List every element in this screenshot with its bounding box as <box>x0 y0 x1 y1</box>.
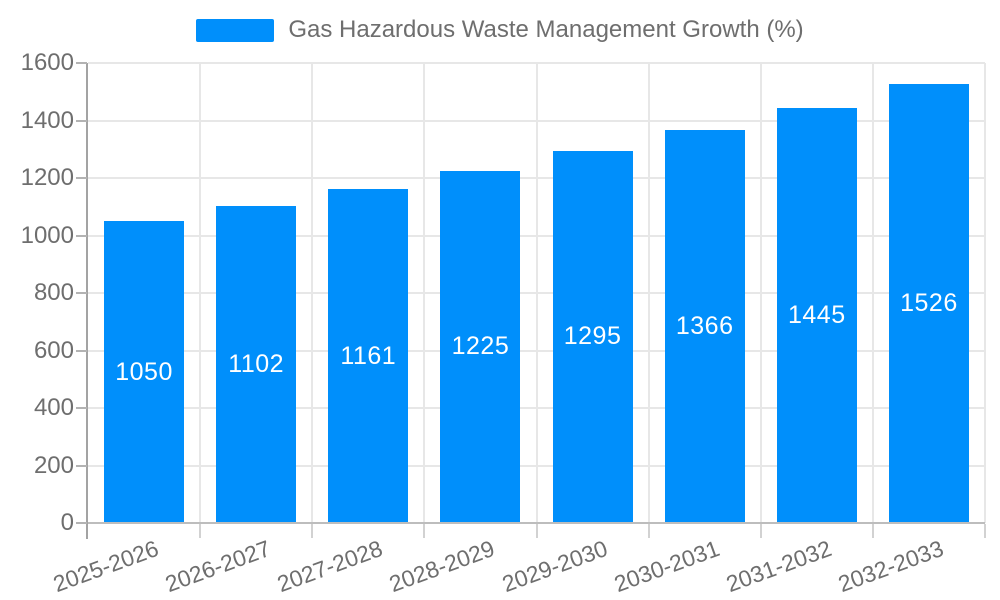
y-tick-label: 1400 <box>20 106 74 134</box>
bar-value-label: 1526 <box>900 289 958 318</box>
y-tick-label: 0 <box>60 509 74 536</box>
x-gridline <box>984 63 986 523</box>
y-axis-tick <box>76 234 87 237</box>
bar[interactable]: 1225 <box>440 170 521 523</box>
x-tick-label: 2032-2033 <box>834 535 947 598</box>
bar[interactable]: 1161 <box>328 189 409 523</box>
x-gridline <box>647 63 650 523</box>
bar-value-label: 1161 <box>340 341 397 370</box>
x-gridline <box>871 63 874 523</box>
bar[interactable]: 1050 <box>104 221 185 523</box>
x-gridline <box>199 63 202 523</box>
legend[interactable]: Gas Hazardous Waste Management Growth (%… <box>0 16 1000 44</box>
y-axis-tick <box>76 119 87 122</box>
bar-value-label: 1050 <box>115 357 173 386</box>
y-tick-label: 1000 <box>20 221 74 249</box>
x-axis-line <box>88 522 985 524</box>
bar-value-label: 1225 <box>451 332 510 361</box>
plot-area: 1050 1102 1161 1225 1295 1366 1445 1526 <box>88 62 986 523</box>
bar[interactable]: 1445 <box>776 107 857 523</box>
x-axis-tick <box>199 524 202 538</box>
y-axis-tick <box>76 522 87 524</box>
bar-value-label: 1295 <box>563 322 622 351</box>
bar[interactable]: 1526 <box>888 84 969 523</box>
y-axis-tick <box>76 407 87 409</box>
x-axis-tick <box>984 524 986 538</box>
y-tick-label: 1200 <box>20 164 74 191</box>
x-tick-label: 2029-2030 <box>498 535 611 598</box>
y-tick-label: 1600 <box>20 49 74 76</box>
x-tick-label: 2030-2031 <box>610 535 723 598</box>
y-axis-tick <box>76 292 87 294</box>
legend-series-label: Gas Hazardous Waste Management Growth (%… <box>288 16 804 43</box>
x-gridline <box>535 63 538 523</box>
y-axis-tick <box>76 464 87 467</box>
x-tick-label: 2025-2026 <box>49 535 162 598</box>
x-axis-tick <box>423 524 426 538</box>
bar[interactable]: 1295 <box>552 150 633 523</box>
bar[interactable]: 1102 <box>216 206 297 523</box>
x-axis-tick <box>311 524 314 538</box>
x-tick-label: 2026-2027 <box>161 535 275 598</box>
y-axis-line <box>86 63 88 539</box>
x-gridline <box>423 63 426 523</box>
bar-value-label: 1445 <box>788 300 846 329</box>
bar-value-label: 1366 <box>675 312 734 341</box>
x-gridline <box>759 63 762 523</box>
x-axis-tick <box>647 524 650 538</box>
x-tick-label: 2028-2029 <box>386 535 499 598</box>
bar-value-label: 1102 <box>228 350 285 379</box>
x-tick-label: 2027-2028 <box>273 535 387 598</box>
x-axis-tick <box>871 524 874 538</box>
x-gridline <box>311 63 314 523</box>
legend-swatch-icon <box>196 18 275 42</box>
y-tick-label: 800 <box>33 279 74 306</box>
x-axis-tick <box>535 524 538 538</box>
y-tick-label: 600 <box>33 336 74 364</box>
y-axis-tick <box>76 177 87 179</box>
y-axis-tick <box>76 349 87 352</box>
x-axis-tick <box>759 524 762 538</box>
y-tick-label: 200 <box>33 451 74 479</box>
x-tick-label: 2031-2032 <box>722 535 835 598</box>
y-tick-label: 400 <box>33 394 74 421</box>
y-axis-tick <box>76 62 87 64</box>
bar[interactable]: 1366 <box>664 130 745 523</box>
